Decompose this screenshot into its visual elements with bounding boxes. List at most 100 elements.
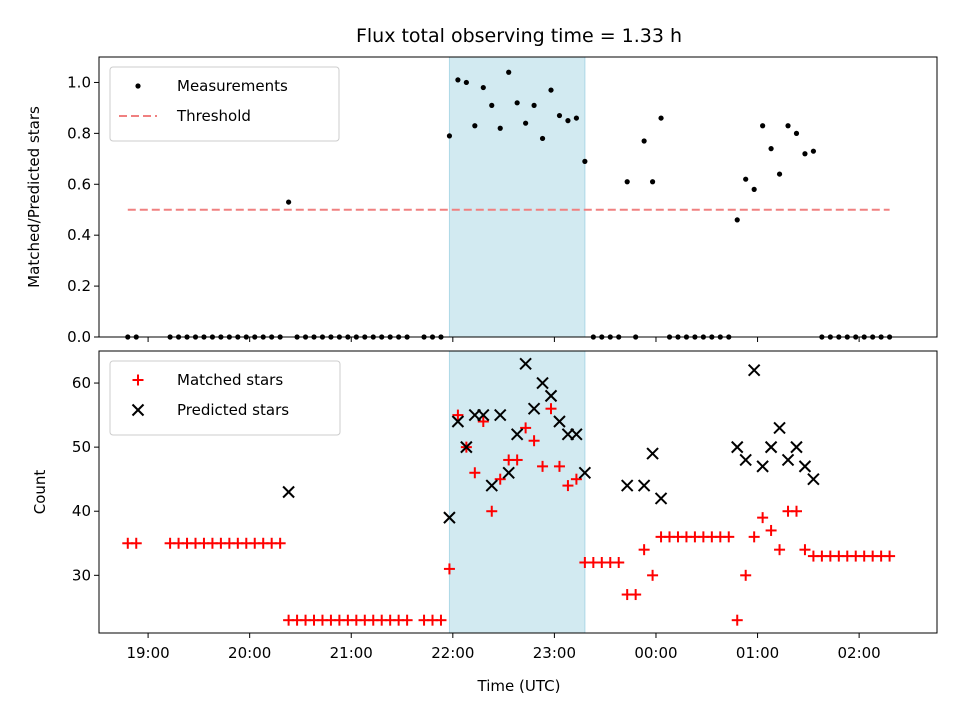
data-point — [536, 376, 549, 390]
data-point — [451, 415, 465, 428]
data-point — [641, 138, 647, 144]
data-point — [781, 453, 795, 467]
data-point — [446, 133, 453, 139]
axes-frame — [98, 56, 938, 338]
data-point — [520, 422, 532, 434]
data-point — [510, 428, 524, 441]
data-point — [460, 440, 473, 454]
data-point — [282, 485, 295, 499]
data-point — [130, 537, 142, 549]
data-point — [274, 537, 286, 549]
data-point — [637, 479, 651, 492]
data-point — [776, 171, 783, 177]
data-point — [545, 403, 557, 415]
data-point — [562, 480, 574, 492]
x-tick-label: 02:00 — [838, 644, 881, 662]
data-point — [793, 130, 800, 136]
legend-swatch — [135, 83, 141, 89]
x-axis-label: Time (UTC) — [477, 677, 561, 695]
data-point — [765, 524, 777, 536]
legend: Matched stars Predicted stars — [109, 360, 341, 436]
data-point — [785, 123, 791, 129]
data-point — [527, 402, 541, 415]
data-point — [570, 473, 582, 485]
marker-stroke — [764, 440, 778, 454]
data-point — [620, 479, 634, 492]
data-point — [723, 531, 735, 543]
data-point — [774, 544, 786, 556]
data-point — [477, 416, 489, 427]
marker-stroke — [646, 447, 659, 460]
y-tick-label: 0.6 — [67, 175, 91, 193]
data-point — [807, 472, 820, 486]
data-point — [506, 69, 512, 75]
data-point — [523, 120, 529, 126]
data-point — [443, 563, 455, 575]
data-point — [553, 415, 566, 428]
marker-stroke — [553, 415, 566, 428]
marker-stroke — [731, 440, 744, 454]
y-tick-label: 1.0 — [67, 73, 91, 91]
x-tick-label: 01:00 — [736, 644, 779, 662]
marker-stroke — [485, 479, 498, 492]
marker-stroke — [544, 389, 558, 403]
data-point — [401, 614, 413, 626]
data-point — [573, 115, 580, 121]
data-point — [760, 123, 766, 129]
marker-stroke — [790, 440, 803, 454]
x-tick-label: 21:00 — [330, 644, 373, 662]
data-point — [756, 460, 769, 473]
legend-label: Threshold — [176, 107, 251, 125]
marker-stroke — [131, 403, 145, 417]
data-point — [649, 179, 656, 185]
data-point — [731, 440, 744, 454]
data-point — [582, 158, 588, 164]
ratio-panel: 0.0 0.2 0.4 0.6 0.8 1.0 Matched/Predicted star… — [25, 56, 938, 346]
data-point — [511, 454, 523, 466]
data-point — [537, 460, 549, 472]
legend-swatch — [132, 374, 144, 386]
legend: Measurements Threshold — [109, 66, 340, 142]
marker-stroke — [654, 492, 668, 505]
data-point — [751, 186, 757, 192]
marker-stroke — [798, 460, 812, 473]
chart-title: Flux total observing time = 1.33 h — [356, 25, 682, 47]
data-point — [443, 511, 456, 524]
data-point — [485, 479, 498, 492]
marker-stroke — [536, 376, 549, 390]
observing-window-span — [448, 350, 586, 634]
x-tick-label: 00:00 — [634, 644, 677, 662]
y-tick-label: 60 — [72, 374, 91, 392]
data-point — [731, 614, 743, 626]
data-point — [790, 440, 803, 454]
data-point — [799, 544, 811, 556]
data-point — [630, 589, 642, 601]
data-point — [435, 614, 447, 626]
y-tick-label: 0.0 — [67, 328, 91, 346]
y-tick-label: 30 — [72, 566, 91, 584]
data-point — [497, 125, 503, 131]
marker-stroke — [494, 408, 507, 422]
data-point — [494, 408, 507, 422]
y-tick-label: 0.2 — [67, 277, 91, 295]
data-point — [553, 460, 565, 472]
marker-stroke — [502, 466, 515, 479]
marker-stroke — [282, 485, 295, 499]
data-point — [638, 544, 650, 556]
data-point — [740, 569, 752, 581]
data-point — [539, 135, 546, 142]
y-axis-label: Matched/Predicted stars — [25, 106, 43, 288]
axes-frame — [98, 350, 938, 634]
data-point — [743, 176, 749, 182]
data-point — [810, 148, 817, 154]
marker-stroke — [578, 466, 592, 479]
data-point — [556, 112, 563, 119]
data-point — [519, 357, 532, 371]
data-point — [486, 505, 498, 517]
legend-box — [109, 360, 341, 436]
data-point — [734, 217, 740, 223]
y-axis-label: Count — [31, 470, 49, 515]
marker-stroke — [477, 408, 490, 422]
data-point — [578, 466, 592, 479]
